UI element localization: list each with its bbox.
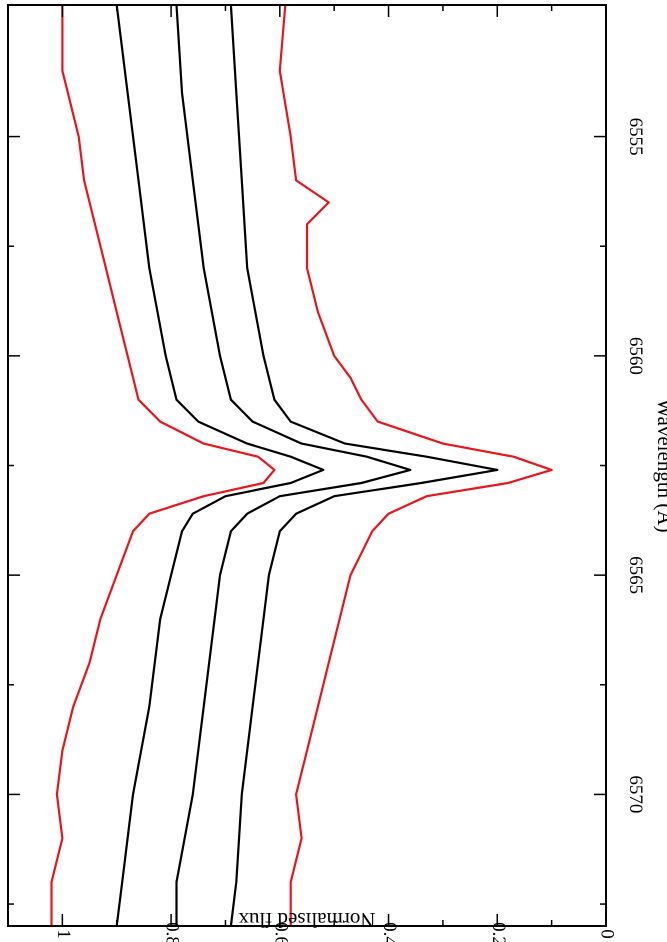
x-tick-label: 6560 — [625, 337, 646, 375]
plot-area — [50, 4, 553, 927]
spectrum-line-2 — [229, 4, 499, 927]
x-tick-label: 6555 — [625, 118, 646, 156]
y-tick-label: 0.6 — [270, 922, 291, 942]
y-tick-label: 0.8 — [162, 922, 183, 942]
x-tick-label: 6570 — [625, 775, 646, 813]
x-axis-title: Wavelength (Å) — [653, 398, 667, 532]
x-tick-label: 6565 — [625, 556, 646, 594]
axes: 6555 6560 6565 6570 0 0.2 0.4 0.6 0.8 1 — [8, 5, 646, 942]
spectrum-line-3 — [175, 4, 412, 926]
y-tick-label: 1 — [53, 929, 74, 939]
y-axis-title: Normalised flux — [238, 908, 376, 932]
y-tick-label: 0 — [597, 929, 618, 939]
spectrum-line-5 — [50, 5, 276, 926]
spectrum-line-1 — [278, 4, 553, 926]
y-tick-label: 0.2 — [488, 922, 509, 942]
y-tick-label: 0.4 — [379, 922, 400, 942]
plot-frame — [7, 4, 607, 927]
spectrum-line-4 — [115, 4, 325, 927]
